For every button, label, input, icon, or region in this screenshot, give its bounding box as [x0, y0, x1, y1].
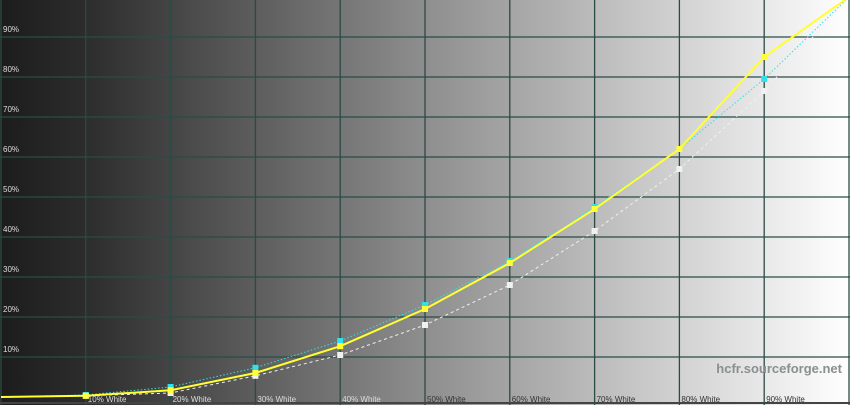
x-tick-label: 20% White	[173, 395, 212, 404]
data-point	[82, 392, 89, 399]
y-tick-label: 20%	[3, 305, 19, 314]
watermark: hcfr.sourceforge.net	[716, 361, 842, 376]
y-tick-label: 10%	[3, 345, 19, 354]
data-point	[422, 306, 428, 312]
y-tick-label: 50%	[3, 185, 19, 194]
x-tick-label: 80% White	[681, 395, 720, 404]
data-point	[761, 88, 768, 94]
data-point	[676, 146, 683, 152]
data-point	[506, 260, 513, 266]
data-point	[337, 338, 344, 344]
y-tick-label: 40%	[3, 225, 19, 234]
data-point	[337, 343, 344, 350]
data-point	[506, 282, 513, 288]
x-tick-label: 30% White	[257, 395, 296, 404]
x-tick-label: 90% White	[766, 395, 805, 404]
data-point	[761, 54, 768, 60]
x-tick-label: 40% White	[342, 395, 381, 404]
data-point	[167, 384, 174, 390]
data-point	[591, 206, 598, 212]
x-tick-label: 10% White	[88, 395, 127, 404]
y-tick-label: 90%	[3, 25, 19, 34]
data-point	[167, 387, 174, 394]
x-tick-label: 50% White	[427, 395, 466, 404]
x-tick-label: 60% White	[512, 395, 551, 404]
data-point	[676, 166, 683, 172]
data-point	[422, 322, 428, 328]
y-tick-label: 70%	[3, 105, 19, 114]
data-point	[761, 76, 768, 82]
data-point	[252, 370, 259, 376]
y-tick-label: 80%	[3, 65, 19, 74]
x-tick-label: 70% White	[597, 395, 636, 404]
data-point	[422, 302, 428, 308]
y-tick-label: 30%	[3, 265, 19, 274]
y-tick-label: 60%	[3, 145, 19, 154]
data-point	[591, 228, 598, 234]
data-point	[337, 352, 344, 358]
data-point	[252, 364, 259, 371]
